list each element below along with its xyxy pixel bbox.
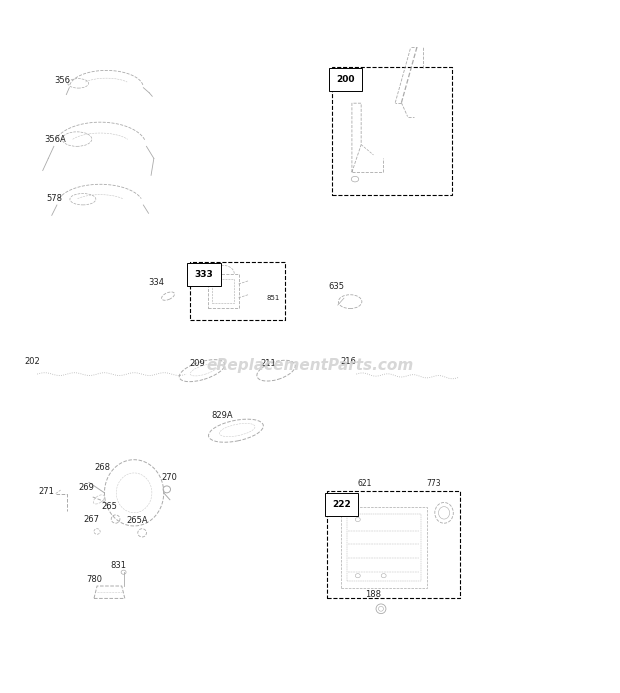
Text: 222: 222 — [332, 500, 351, 509]
Bar — [340, 507, 427, 588]
Text: 831: 831 — [110, 561, 126, 570]
Text: 829A: 829A — [211, 411, 233, 420]
Text: 270: 270 — [162, 473, 178, 482]
Text: 333: 333 — [195, 270, 213, 279]
Text: 269: 269 — [79, 483, 94, 492]
Text: 209: 209 — [190, 359, 205, 368]
Text: 200: 200 — [337, 76, 355, 85]
Text: 216: 216 — [341, 357, 356, 366]
Text: 578: 578 — [46, 193, 63, 202]
Text: 202: 202 — [25, 357, 40, 366]
Text: 334: 334 — [148, 279, 164, 288]
Text: 851: 851 — [266, 295, 280, 301]
Text: eReplacementParts.com: eReplacementParts.com — [206, 358, 414, 374]
Text: 780: 780 — [87, 574, 102, 584]
Bar — [347, 514, 420, 581]
Text: 265A: 265A — [126, 516, 148, 525]
Text: 621: 621 — [358, 479, 372, 488]
Text: 265: 265 — [102, 502, 117, 511]
Text: 356: 356 — [54, 76, 70, 85]
Text: 356A: 356A — [45, 135, 66, 144]
Text: 773: 773 — [427, 479, 441, 488]
Text: 211: 211 — [260, 359, 277, 368]
Text: 267: 267 — [84, 515, 99, 523]
Text: 635: 635 — [329, 282, 345, 291]
Bar — [208, 274, 239, 308]
Text: 188: 188 — [366, 590, 381, 599]
Bar — [212, 279, 234, 304]
Bar — [190, 261, 285, 320]
Bar — [327, 491, 460, 599]
Text: 268: 268 — [94, 463, 110, 472]
Bar — [332, 67, 452, 195]
Text: 271: 271 — [38, 487, 55, 496]
